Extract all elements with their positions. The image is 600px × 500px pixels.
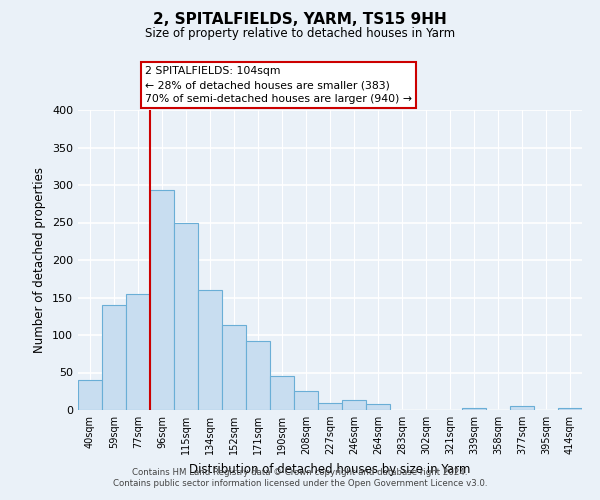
Bar — [342, 400, 366, 410]
Bar — [462, 408, 486, 410]
Bar — [126, 294, 150, 410]
Text: 2 SPITALFIELDS: 104sqm
← 28% of detached houses are smaller (383)
70% of semi-de: 2 SPITALFIELDS: 104sqm ← 28% of detached… — [145, 66, 412, 104]
Bar — [294, 391, 318, 410]
Text: 2, SPITALFIELDS, YARM, TS15 9HH: 2, SPITALFIELDS, YARM, TS15 9HH — [153, 12, 447, 28]
Bar — [510, 406, 534, 410]
X-axis label: Distribution of detached houses by size in Yarm: Distribution of detached houses by size … — [190, 462, 470, 475]
Y-axis label: Number of detached properties: Number of detached properties — [34, 167, 46, 353]
Bar — [222, 325, 246, 410]
Bar — [366, 404, 390, 410]
Bar — [246, 341, 270, 410]
Bar — [174, 222, 198, 410]
Bar — [270, 376, 294, 410]
Bar — [150, 190, 174, 410]
Text: Contains HM Land Registry data © Crown copyright and database right 2024.
Contai: Contains HM Land Registry data © Crown c… — [113, 468, 487, 487]
Bar — [558, 408, 582, 410]
Bar — [318, 402, 342, 410]
Bar — [78, 380, 102, 410]
Bar — [102, 305, 126, 410]
Bar — [198, 290, 222, 410]
Text: Size of property relative to detached houses in Yarm: Size of property relative to detached ho… — [145, 28, 455, 40]
